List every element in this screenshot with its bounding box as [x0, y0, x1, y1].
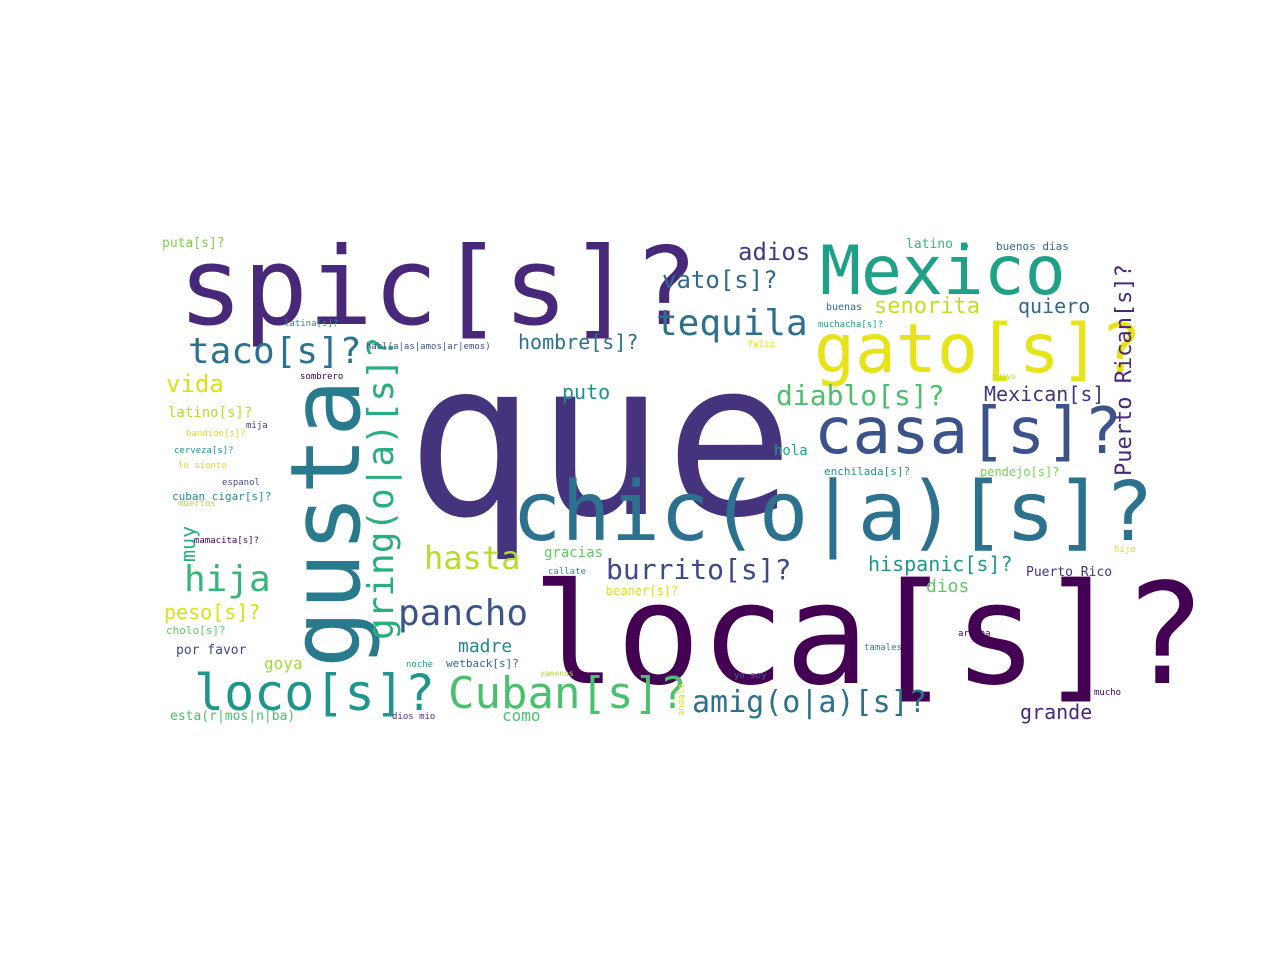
word-casa: casa[s]? [814, 395, 1123, 469]
word-bandido: bandido[s]? [186, 429, 246, 439]
word-wetback: wetback[s]? [446, 657, 519, 670]
word-hola: hola [774, 443, 808, 459]
word-mexican: Mexican[s] [984, 382, 1105, 406]
word-que: que [406, 314, 795, 565]
word-buenos-dias: buenos dias [996, 240, 1069, 253]
word-madre: madre [458, 636, 513, 657]
word-gracias: gracias [544, 545, 604, 561]
word-mija: mija [246, 421, 268, 431]
word-pancho: pancho [398, 593, 529, 634]
word-goya: goya [264, 654, 303, 673]
word-enchilada: enchilada[s]? [824, 465, 911, 478]
word-noche: noche [406, 660, 434, 670]
word-gusta: gusta [270, 379, 382, 668]
word-spic: spic[s]? [178, 225, 699, 350]
word-taco: taco[s]? [188, 331, 362, 372]
word-cholo: cholo[s]? [166, 624, 226, 637]
word-dios-mio: dios mio [392, 712, 436, 722]
word-quiero: quiero [1018, 294, 1091, 318]
word-habl: habl(a|as|amos|ar|emos) [366, 342, 491, 352]
word-diablo: diablo[s]? [776, 379, 945, 412]
word-cuban-cigar: cuban cigar[s]? [172, 490, 272, 503]
word-gringo: gring(o|a)[s]? [361, 336, 402, 640]
word-hasta: hasta [424, 539, 521, 577]
word-loco: loco[s]? [194, 664, 435, 722]
word-muchacha: muchacha[s]? [818, 320, 884, 330]
word-feliz: feliz [748, 340, 776, 350]
word-vato: vato[s]? [662, 266, 778, 294]
word-puto: puto [562, 380, 611, 404]
word-lo-siento: lo siento [178, 461, 227, 471]
word-muertos: muertos [178, 499, 216, 509]
word-beaner: beaner[s]? [606, 584, 679, 598]
word-como: como [502, 706, 541, 725]
word-arriba: arriba [958, 629, 991, 639]
word-sombrero: sombrero [300, 372, 344, 382]
dot-mark [962, 243, 968, 249]
word-tamales: tamales [864, 643, 902, 653]
word-latina: latina[s]? [284, 319, 339, 329]
word-cerveza: cerveza[s]? [174, 446, 234, 456]
word-pendejo: pendejo[s]? [980, 465, 1060, 479]
word-burrito: burrito[s]? [606, 553, 792, 586]
word-buenas: buenas [826, 302, 863, 313]
word-senorita: senorita [874, 294, 980, 319]
word-puerto-rico: Puerto Rico [1026, 565, 1113, 580]
word-por-favor: por favor [176, 643, 247, 658]
word-huevo: huevo [992, 372, 1017, 381]
word-mexico: Mexico [820, 232, 1066, 311]
word-adios: adios [738, 238, 811, 266]
word-hombre: hombre[s]? [518, 330, 639, 354]
word-espanol: espanol [222, 478, 260, 488]
word-dios: dios [926, 576, 970, 597]
word-hispanic: hispanic[s]? [868, 552, 1013, 576]
word-tequila: tequila [656, 303, 808, 344]
word-andale: andale [677, 683, 687, 716]
word-vida: vida [166, 370, 224, 398]
word-hija: hija [184, 559, 271, 600]
word-mucho: mucho [1094, 688, 1122, 698]
word-loca: loca[s]? [532, 554, 1207, 717]
word-grande: grande [1020, 700, 1093, 724]
word-latino-s: latino[s]? [168, 405, 253, 421]
word-gato: gato[s]? [814, 310, 1142, 389]
word-yo-soy: yo soy [734, 671, 767, 681]
word-cloud: que loca[s]? spic[s]? chic(o|a)[s]? gust… [160, 225, 1206, 728]
word-cuban: Cuban[s]? [448, 668, 687, 719]
word-chic: chic(o|a)[s]? [512, 465, 1154, 560]
word-esta: esta(r|mos|n|ba) [170, 709, 296, 724]
word-amigo: amig(o|a)[s]? [692, 685, 927, 720]
word-hijo: hijo [1114, 545, 1136, 555]
word-puerto-rican: Puerto Rican[s]? [1112, 264, 1137, 476]
word-puta: puta[s]? [162, 236, 225, 251]
word-callate: callate [548, 567, 586, 577]
word-vamonos: vamonos [540, 669, 574, 678]
word-latino: latino [906, 237, 953, 252]
word-mamacita: mamacita[s]? [194, 536, 260, 546]
word-peso: peso[s]? [164, 600, 261, 624]
